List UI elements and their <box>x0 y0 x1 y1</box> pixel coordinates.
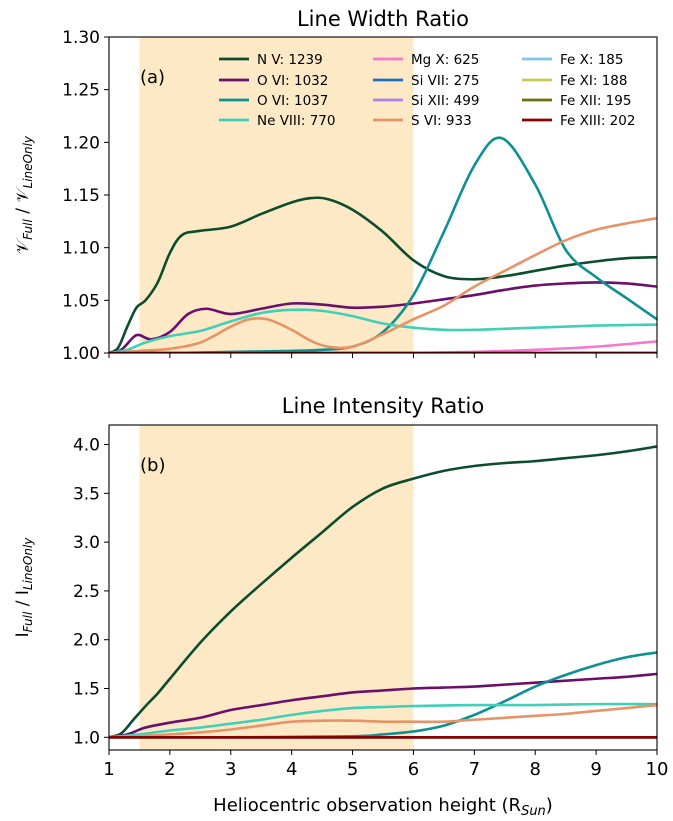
legend-label: O VI: 1032 <box>257 73 328 89</box>
x-tick-label: 9 <box>590 759 601 780</box>
y-axis-label-subscript: Full <box>21 219 35 240</box>
y-tick-label: 1.5 <box>73 680 100 700</box>
series-line-n-v-1239 <box>109 196 657 353</box>
y-axis-label-subscript: LineOnly <box>21 135 35 188</box>
x-tick-label: 10 <box>646 759 669 780</box>
panel-a-line-width-ratio: 1.00 1.05 1.10 1.15 1.20 1.25 1.30 Line Width R… <box>13 7 658 364</box>
y-axis-label-subscript: Full <box>21 611 35 632</box>
y-tick-label: 4.0 <box>73 436 100 456</box>
panel-title: Line Intensity Ratio <box>282 394 484 418</box>
series-line-o-vi-1032 <box>109 672 657 739</box>
axes-frame <box>108 424 658 751</box>
legend-label: Ne VIII: 770 <box>257 113 335 129</box>
series-lines <box>109 445 657 739</box>
legend-label: S VI: 933 <box>411 113 472 129</box>
series-line-n-v-1239 <box>109 445 657 739</box>
legend-label: N V: 1239 <box>257 52 323 68</box>
x-tick-label: 2 <box>164 759 175 780</box>
shaded-region <box>139 425 414 750</box>
legend-label: Fe XI: 188 <box>560 73 627 89</box>
y-axis-label-subscript: LineOnly <box>21 537 35 590</box>
y-axis-label-part: / I <box>13 590 33 612</box>
legend-label: Fe X: 185 <box>560 52 623 68</box>
y-tick-label: 2.0 <box>73 631 100 651</box>
x-tick-label: 3 <box>225 759 236 780</box>
panel-title: Line Width Ratio <box>297 7 469 31</box>
legend-label: Si XII: 499 <box>411 93 479 109</box>
series-line-s-vi-933 <box>109 216 657 353</box>
y-tick-label: 1.20 <box>62 133 100 153</box>
y-axis-label: 𝒱Full / 𝒱LineOnly <box>13 135 35 254</box>
x-axis-label: Heliocentric observation height (RSun) <box>213 795 553 819</box>
series-line-o-vi-1037 <box>109 136 657 353</box>
y-tick-label: 1.30 <box>62 28 100 48</box>
y-tick-label: 1.10 <box>62 239 100 259</box>
y-tick-label: 2.5 <box>73 582 100 602</box>
y-axis-label-part: I <box>13 632 33 637</box>
legend-label: Fe XIII: 202 <box>560 113 635 129</box>
y-tick-label: 3.5 <box>73 484 100 504</box>
x-tick-label: 1 <box>103 759 114 780</box>
y-tick-label: 1.25 <box>62 81 100 101</box>
panel-label: (b) <box>140 455 165 476</box>
y-axis-label: IFull / ILineOnly <box>13 537 35 638</box>
series-line-s-vi-933 <box>109 703 657 739</box>
legend-label: Fe XII: 195 <box>560 93 631 109</box>
y-axis-label-part: / 𝒱 <box>13 186 33 220</box>
series-line-ne-viii-770 <box>109 308 657 353</box>
y-tick-label: 3.0 <box>73 533 100 553</box>
y-axis-label-part: 𝒱 <box>13 237 33 254</box>
y-tick-label: 1.15 <box>62 186 100 206</box>
y-tick-label: 1.05 <box>62 291 100 311</box>
legend-label: Mg X: 625 <box>411 52 479 68</box>
series-line-o-vi-1032 <box>109 281 657 353</box>
legend-label: Si VII: 275 <box>411 73 479 89</box>
series-line-ne-viii-770 <box>109 702 657 739</box>
panel-b-line-intensity-ratio: 1 2 3 4 5 6 7 8 9 10 1.0 1.5 2.0 2.5 3.0 3.5 4.0 Line Int… <box>13 394 668 780</box>
legend: N V: 1239 O VI: 1032 O VI: 1037 Ne VIII: 77… <box>219 52 635 129</box>
x-tick-label: 7 <box>469 759 480 780</box>
x-tick-label: 8 <box>529 759 540 780</box>
x-tick-label: 4 <box>286 759 297 780</box>
x-axis-label-main: Heliocentric observation height (R <box>213 795 521 816</box>
shaded-region <box>139 37 414 353</box>
panel-label: (a) <box>140 67 165 88</box>
x-tick-label: 5 <box>347 759 358 780</box>
legend-label: O VI: 1037 <box>257 93 328 109</box>
y-tick-label: 1.00 <box>62 344 100 364</box>
x-axis-label-close: ) <box>546 795 553 816</box>
x-axis-label-subscript: Sun <box>521 804 546 819</box>
y-tick-label: 1.0 <box>73 728 100 748</box>
x-tick-label: 6 <box>408 759 419 780</box>
series-lines <box>109 136 657 353</box>
